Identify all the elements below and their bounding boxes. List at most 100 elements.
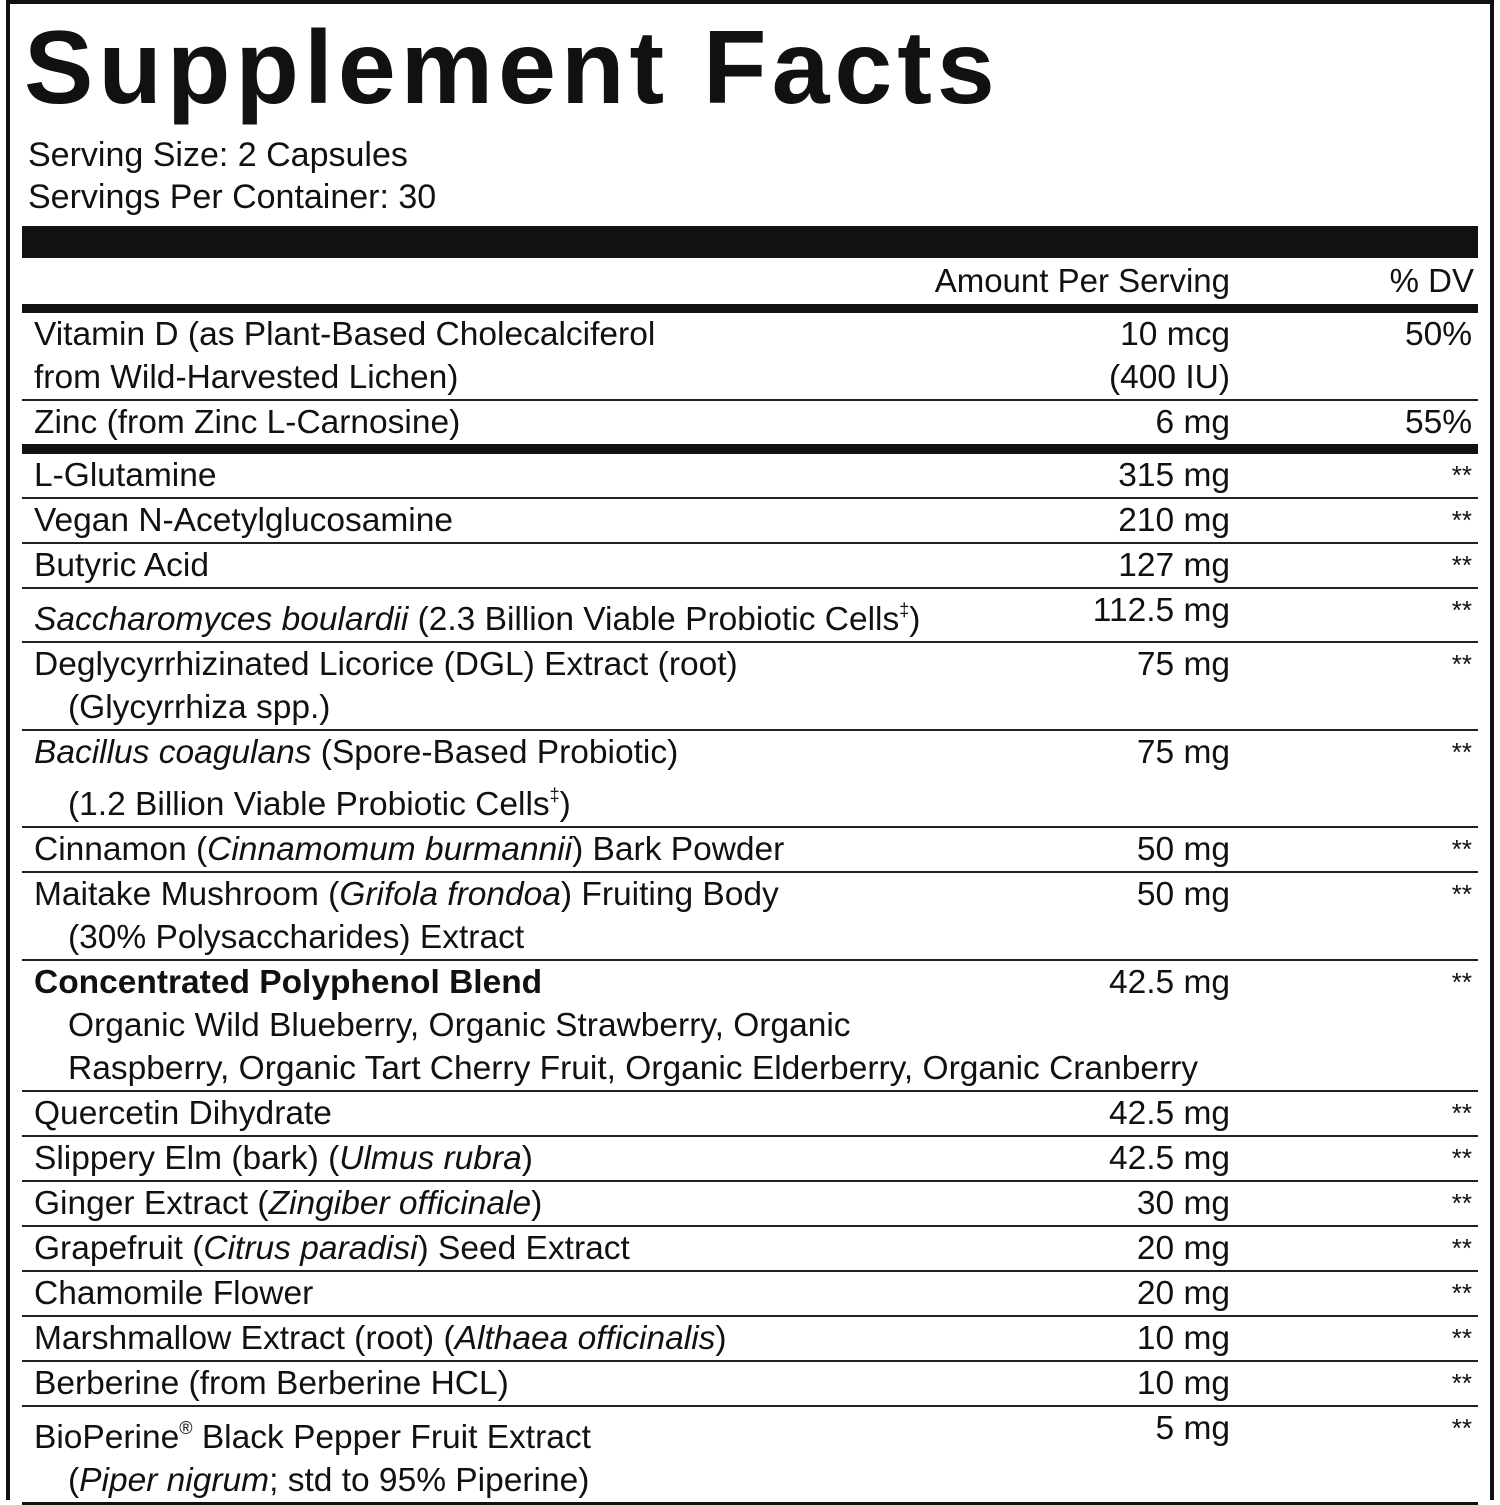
amount-text: 20 mg	[1136, 1275, 1230, 1312]
daily-value: 50%	[1404, 316, 1472, 353]
amount-text: 315 mg	[1118, 457, 1230, 494]
row: Chamomile Flower 20 mg **	[22, 1272, 1478, 1317]
daily-value: **	[1451, 460, 1472, 490]
amount: 42.5 mg	[1109, 961, 1230, 1004]
name-text: Citrus paradisi	[203, 1230, 418, 1267]
name-line: Berberine (from Berberine HCL)	[22, 1362, 1478, 1405]
daily-value: **	[1451, 1143, 1472, 1173]
name-text: Piper nigrum	[79, 1462, 270, 1499]
name-text: L-Glutamine	[34, 457, 217, 494]
name-text: Saccharomyces boulardii	[34, 601, 409, 638]
name-text: ) Fruiting Body	[560, 876, 779, 913]
name-text: (	[68, 1462, 80, 1499]
row: Butyric Acid 127 mg **	[22, 544, 1478, 589]
amount-text: 75 mg	[1136, 734, 1230, 771]
supplement-label: Supplement Facts Serving Size: 2 Capsule…	[6, 0, 1494, 1505]
section: Vitamin D (as Plant-Based Cholecalcifero…	[22, 313, 1478, 454]
column-label: Amount Per Serving	[934, 262, 1230, 299]
amount-text: 10 mg	[1136, 1365, 1230, 1402]
daily-value: **	[1451, 505, 1472, 535]
row: Concentrated Polyphenol Blend Organic Wil…	[22, 961, 1478, 1092]
row: Slippery Elm (bark) (Ulmus rubra) 42.5 mg…	[22, 1137, 1478, 1182]
name-text: (1.2 Billion Viable Probiotic Cells	[68, 786, 550, 823]
name-text: ®	[179, 1418, 193, 1438]
daily-value: **	[1451, 879, 1472, 909]
name-text: BioPerine	[34, 1419, 180, 1456]
serving-info: Serving Size: 2 Capsules Servings Per Co…	[28, 134, 436, 218]
amount-text: 75 mg	[1136, 646, 1230, 683]
daily-value: **	[1451, 1233, 1472, 1263]
amount: 315 mg	[1118, 454, 1230, 497]
daily-value: **	[1451, 550, 1472, 580]
amount: 210 mg	[1118, 499, 1230, 542]
title: Supplement Facts	[24, 10, 1000, 126]
name-line: Vitamin D (as Plant-Based Cholecalcifero…	[22, 313, 1478, 356]
amount: 10 mcg (400 IU)	[1109, 313, 1230, 399]
daily-value: 55%	[1404, 404, 1472, 441]
daily-value: **	[1451, 1323, 1472, 1353]
name-line: Chamomile Flower	[22, 1272, 1478, 1315]
amount-text: 10 mg	[1136, 1320, 1230, 1357]
section: L-Glutamine 315 mg ** Vegan N-Acetylglucosa…	[22, 454, 1478, 1505]
row: Cinnamon (Cinnamomum burmannii) Bark Pow…	[22, 828, 1478, 873]
amount: 50 mg	[1137, 873, 1230, 916]
amount-text: (400 IU)	[1108, 359, 1230, 396]
serving-size: Serving Size: 2 Capsules	[28, 136, 408, 174]
name-text: Concentrated Polyphenol Blend	[34, 964, 543, 1001]
name-text: )	[521, 1140, 533, 1177]
row: BioPerine® Black Pepper Fruit Extract (Pi…	[22, 1407, 1478, 1505]
row: Deglycyrrhizinated Licorice (DGL) Extrac…	[22, 643, 1478, 731]
name-text: Vegan N-Acetylglucosamine	[34, 502, 453, 539]
name-text: Grapefruit (	[34, 1230, 204, 1267]
amount-text: 127 mg	[1118, 547, 1230, 584]
amount-text: 6 mg	[1155, 404, 1230, 441]
name-text: Chamomile Flower	[34, 1275, 314, 1312]
name-text: Slippery Elm (bark) (	[34, 1140, 340, 1177]
row: Zinc (from Zinc L-Carnosine) 6 mg 55%	[22, 401, 1478, 444]
name-text: Ulmus rubra	[339, 1140, 522, 1177]
name-text: )	[715, 1320, 727, 1357]
amount: 42.5 mg	[1109, 1092, 1230, 1135]
amount-text: 50 mg	[1136, 876, 1230, 913]
name-text: Grifola frondoa	[339, 876, 561, 913]
name-text: Zinc (from Zinc L-Carnosine)	[34, 404, 461, 441]
name-line: Cinnamon (Cinnamomum burmannii) Bark Pow…	[22, 828, 1478, 871]
name-text: from Wild-Harvested Lichen)	[34, 359, 459, 396]
row: Ginger Extract (Zingiber officinale) 30 m…	[22, 1182, 1478, 1227]
name-text: Berberine (from Berberine HCL)	[34, 1365, 509, 1402]
daily-value: **	[1451, 1278, 1472, 1308]
column-label: % DV	[1389, 262, 1474, 299]
daily-value: **	[1451, 967, 1472, 997]
amount-text: 112.5 mg	[1092, 592, 1230, 629]
name-text: ) Bark Powder	[572, 831, 785, 868]
amount: 6 mg	[1156, 401, 1230, 444]
daily-value: **	[1451, 595, 1472, 625]
servings-per-container: Servings Per Container: 30	[28, 178, 437, 216]
name-text: Raspberry, Organic Tart Cherry Fruit, Or…	[68, 1050, 1199, 1087]
name-text: Organic Wild Blueberry, Organic Strawber…	[68, 1007, 851, 1044]
name-line: (Piper nigrum; std to 95% Piperine)	[22, 1459, 1478, 1502]
name-text: Ginger Extract (	[34, 1185, 269, 1222]
name-line: Raspberry, Organic Tart Cherry Fruit, Or…	[22, 1047, 1478, 1090]
row: Berberine (from Berberine HCL) 10 mg **	[22, 1362, 1478, 1407]
amount: 112.5 mg	[1093, 589, 1230, 632]
name-line: Bacillus coagulans (Spore-Based Probioti…	[22, 731, 1478, 774]
name-line: (30% Polysaccharides) Extract	[22, 916, 1478, 959]
name-text: (30% Polysaccharides) Extract	[68, 919, 525, 956]
name-line: Deglycyrrhizinated Licorice (DGL) Extrac…	[22, 643, 1478, 686]
daily-value: **	[1451, 834, 1472, 864]
amount-text: 5 mg	[1155, 1410, 1230, 1447]
row: Grapefruit (Citrus paradisi) Seed Extrac…	[22, 1227, 1478, 1272]
amount: 20 mg	[1137, 1227, 1230, 1270]
top-bar	[22, 226, 1478, 258]
amount: 30 mg	[1137, 1182, 1230, 1225]
column-header: Amount Per Serving % DV	[22, 258, 1478, 313]
amount: 42.5 mg	[1109, 1137, 1230, 1180]
name-line: (1.2 Billion Viable Probiotic Cells‡)	[22, 774, 1478, 826]
amount-text: 42.5 mg	[1108, 1095, 1230, 1132]
name-text: Bacillus coagulans	[34, 734, 312, 771]
name-text: ‡	[549, 785, 560, 805]
name-text: Cinnamomum burmannii	[207, 831, 573, 868]
row: Bacillus coagulans (Spore-Based Probioti…	[22, 731, 1478, 828]
daily-value: **	[1451, 1098, 1472, 1128]
